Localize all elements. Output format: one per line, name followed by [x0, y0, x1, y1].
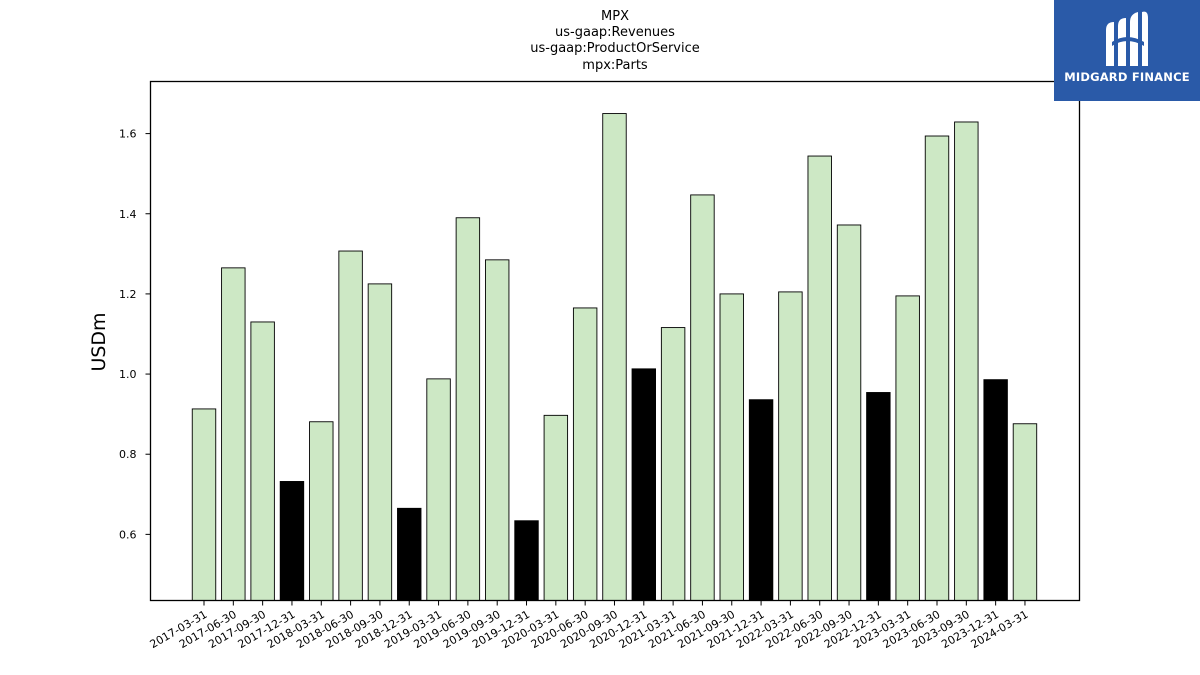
- bar-2017-12-31: [279, 481, 305, 601]
- y-tick-label-1.6: 1.6: [119, 128, 137, 141]
- bar-2019-12-31: [514, 520, 539, 601]
- bar-2024-03-31: [1012, 423, 1038, 601]
- bar-2020-03-31: [543, 414, 569, 601]
- bar-2019-03-31: [426, 378, 451, 601]
- title-line-1: MPX: [601, 9, 629, 24]
- y-tick-label-0.6: 0.6: [119, 528, 137, 541]
- y-tick-label-1.0: 1.0: [119, 368, 137, 381]
- bar-2017-09-30: [250, 321, 275, 601]
- bar-2023-03-31: [895, 295, 920, 601]
- bar-2022-06-30: [807, 155, 832, 601]
- bar-2017-06-30: [221, 267, 246, 601]
- bar-2018-03-31: [309, 421, 334, 601]
- bar-2021-03-31: [660, 327, 686, 601]
- y-tick-label-0.8: 0.8: [119, 448, 137, 461]
- bar-2020-12-31: [631, 368, 656, 601]
- bar-2021-06-30: [690, 194, 715, 601]
- plot-frame: [149, 80, 1081, 602]
- chart-title: MPX us-gaap:Revenues us-gaap:ProductOrSe…: [530, 9, 700, 73]
- bar-2021-12-31: [748, 399, 774, 601]
- bar-2018-09-30: [367, 283, 393, 601]
- bar-2022-09-30: [836, 224, 862, 601]
- bar-2023-06-30: [924, 135, 950, 601]
- midgard-logo-icon: [1106, 11, 1148, 67]
- y-axis-label: USDm: [88, 312, 110, 371]
- bars-group: [191, 113, 1038, 601]
- title-line-2: us-gaap:Revenues: [555, 25, 675, 40]
- bar-2020-09-30: [602, 113, 627, 601]
- title-line-3: us-gaap:ProductOrService: [530, 41, 700, 56]
- bar-2019-09-30: [485, 259, 510, 601]
- bar-2017-03-31: [191, 408, 217, 601]
- logo-text: MIDGARD FINANCE: [1064, 70, 1190, 84]
- bar-2019-06-30: [455, 217, 481, 601]
- y-ticks: 0.6 0.8 1.0 1.2 1.4 1.6: [119, 128, 151, 541]
- bar-2023-12-31: [983, 379, 1008, 601]
- y-tick-label-1.4: 1.4: [119, 208, 137, 221]
- bar-2021-09-30: [719, 293, 744, 601]
- bar-2020-06-30: [572, 307, 598, 601]
- bar-2018-12-31: [397, 507, 422, 601]
- bar-2018-06-30: [338, 250, 363, 601]
- x-ticks: 2017-03-312017-06-302017-09-302017-12-31…: [148, 600, 1030, 651]
- bar-2023-09-30: [954, 121, 979, 601]
- y-tick-label-1.2: 1.2: [119, 288, 137, 301]
- bar-2022-12-31: [866, 392, 891, 601]
- midgard-finance-logo: MIDGARD FINANCE: [1054, 0, 1200, 101]
- bar-2022-03-31: [778, 291, 803, 601]
- title-line-4: mpx:Parts: [582, 58, 648, 73]
